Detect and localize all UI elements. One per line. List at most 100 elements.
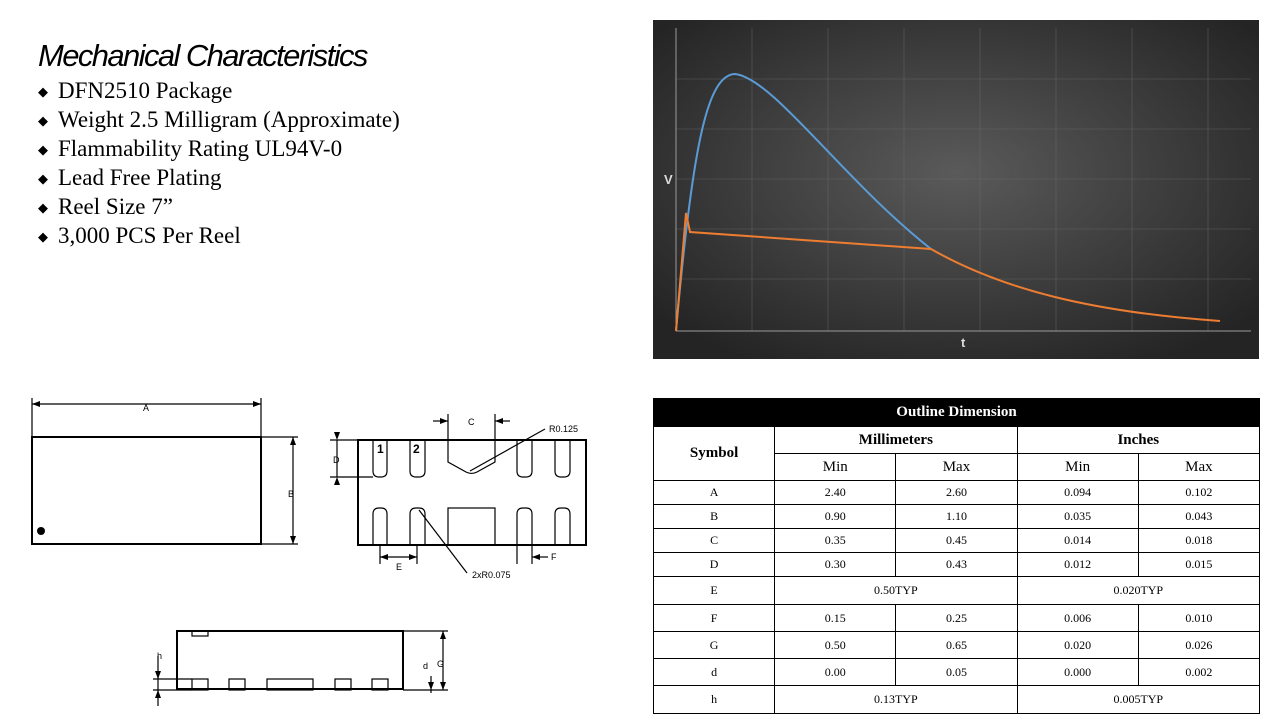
- mm-min-cell: 0.35: [774, 528, 897, 553]
- page-title: Mechanical Characteristics: [38, 38, 368, 73]
- pin-bottom-4-pad: [516, 507, 533, 545]
- diamond-bullet-icon: ◆: [38, 113, 48, 128]
- pin-1-label: 1: [377, 442, 384, 456]
- input-surge-curve: [675, 72, 932, 332]
- in-max-cell: 0.102: [1137, 480, 1261, 505]
- label-g: G: [437, 659, 444, 669]
- millimeters-header: Millimeters: [774, 426, 1018, 454]
- mm-min-cell: 2.40: [774, 480, 897, 505]
- center-notch-pad: [447, 440, 496, 474]
- mm-min-cell: 0.00: [774, 658, 897, 686]
- symbol-cell: d: [652, 658, 776, 686]
- pin-top-4-pad: [516, 440, 533, 478]
- label-e: E: [396, 562, 402, 572]
- in-max-cell: 0.043: [1137, 504, 1261, 529]
- side-pad-2: [228, 678, 246, 691]
- table-row: A 2.40 2.60 0.094 0.102: [652, 480, 1261, 505]
- x-axis-label: t: [961, 335, 966, 350]
- label-r-corner: R0.125: [549, 424, 578, 434]
- pin-bottom-5-pad: [554, 507, 571, 545]
- label-small-d: d: [423, 661, 428, 671]
- in-min-cell: 0.094: [1016, 480, 1139, 505]
- list-item: ◆ Flammability Rating UL94V-0: [38, 134, 400, 163]
- mm-min-cell: 0.15: [774, 604, 897, 632]
- symbol-cell: A: [652, 480, 776, 505]
- in-max-cell: 0.015: [1137, 552, 1261, 577]
- in-max-cell: 0.018: [1137, 528, 1261, 553]
- diamond-bullet-icon: ◆: [38, 229, 48, 244]
- mm-min-cell: 0.90: [774, 504, 897, 529]
- in-min-cell: 0.020: [1016, 631, 1139, 659]
- inches-header: Inches: [1016, 426, 1261, 454]
- mm-max-header: Max: [895, 453, 1018, 481]
- mm-max-cell: 0.05: [895, 658, 1018, 686]
- label-r-pad: 2xR0.075: [472, 570, 511, 580]
- label-d: D: [333, 455, 340, 465]
- in-typ-cell: 0.005TYP: [1016, 685, 1261, 714]
- label-b: B: [288, 489, 294, 499]
- label-c: C: [468, 417, 475, 427]
- symbol-cell: B: [652, 504, 776, 529]
- diamond-bullet-icon: ◆: [38, 200, 48, 215]
- in-min-cell: 0.014: [1016, 528, 1139, 553]
- table-row: B 0.90 1.10 0.035 0.043: [652, 504, 1261, 529]
- top-view-body: [31, 436, 262, 545]
- leader-r-corner: [469, 428, 546, 472]
- in-min-cell: 0.012: [1016, 552, 1139, 577]
- diamond-bullet-icon: ◆: [38, 84, 48, 99]
- bullet-text: Lead Free Plating: [58, 165, 222, 190]
- center-bottom-pad: [447, 507, 496, 546]
- list-item: ◆ Lead Free Plating: [38, 163, 400, 192]
- list-item: ◆ DFN2510 Package: [38, 76, 400, 105]
- pin-2-pad: [409, 440, 426, 478]
- mm-max-cell: 0.45: [895, 528, 1018, 553]
- side-view-body: [176, 630, 404, 690]
- list-item: ◆ Weight 2.5 Milligram (Approximate): [38, 105, 400, 134]
- table-row: D 0.30 0.43 0.012 0.015: [652, 552, 1261, 577]
- in-min-cell: 0.035: [1016, 504, 1139, 529]
- pin-bottom-1-pad: [372, 507, 388, 545]
- diamond-bullet-icon: ◆: [38, 171, 48, 186]
- pin-bottom-2-pad: [409, 507, 426, 545]
- in-max-cell: 0.010: [1137, 604, 1261, 632]
- table-row: C 0.35 0.45 0.014 0.018: [652, 528, 1261, 553]
- mm-max-cell: 2.60: [895, 480, 1018, 505]
- in-typ-cell: 0.020TYP: [1016, 576, 1261, 605]
- pin-1-pad: [372, 440, 388, 478]
- symbol-cell: D: [652, 552, 776, 577]
- list-item: ◆ Reel Size 7”: [38, 192, 400, 221]
- label-h: h: [157, 651, 162, 661]
- clamping-waveform: V t: [653, 20, 1259, 359]
- leader-r-pad: [418, 509, 468, 574]
- mm-max-cell: 0.25: [895, 604, 1018, 632]
- in-min-header: Min: [1016, 453, 1139, 481]
- pin-top-5-pad: [554, 440, 571, 478]
- pin-1-indicator-dot: [37, 527, 45, 535]
- list-item: ◆ 3,000 PCS Per Reel: [38, 221, 400, 250]
- in-max-header: Max: [1137, 453, 1261, 481]
- in-min-cell: 0.000: [1016, 658, 1139, 686]
- waveform-grid: [676, 28, 1251, 331]
- bullet-text: Weight 2.5 Milligram (Approximate): [58, 107, 400, 132]
- in-min-cell: 0.006: [1016, 604, 1139, 632]
- in-max-cell: 0.026: [1137, 631, 1261, 659]
- symbol-cell: F: [652, 604, 776, 632]
- outline-dimension-table: Outline Dimension Symbol Millimeters Inc…: [652, 398, 1261, 714]
- label-a: A: [143, 403, 149, 413]
- symbol-cell: E: [652, 576, 776, 605]
- table-row: G 0.50 0.65 0.020 0.026: [652, 631, 1261, 659]
- symbol-cell: h: [652, 685, 776, 714]
- waveform-background: [653, 20, 1259, 359]
- side-pad-3: [266, 678, 314, 691]
- mm-min-header: Min: [774, 453, 897, 481]
- table-row: E 0.50TYP 0.020TYP: [652, 576, 1261, 605]
- bullet-text: 3,000 PCS Per Reel: [58, 223, 241, 248]
- table-caption: Outline Dimension: [653, 398, 1260, 427]
- table-row: F 0.15 0.25 0.006 0.010: [652, 604, 1261, 632]
- side-top-marker: [191, 630, 209, 637]
- label-f: F: [551, 552, 557, 562]
- pin-2-label: 2: [413, 442, 420, 456]
- table-row: d 0.00 0.05 0.000 0.002: [652, 658, 1261, 686]
- table-row: h 0.13TYP 0.005TYP: [652, 685, 1261, 714]
- mm-typ-cell: 0.13TYP: [774, 685, 1018, 714]
